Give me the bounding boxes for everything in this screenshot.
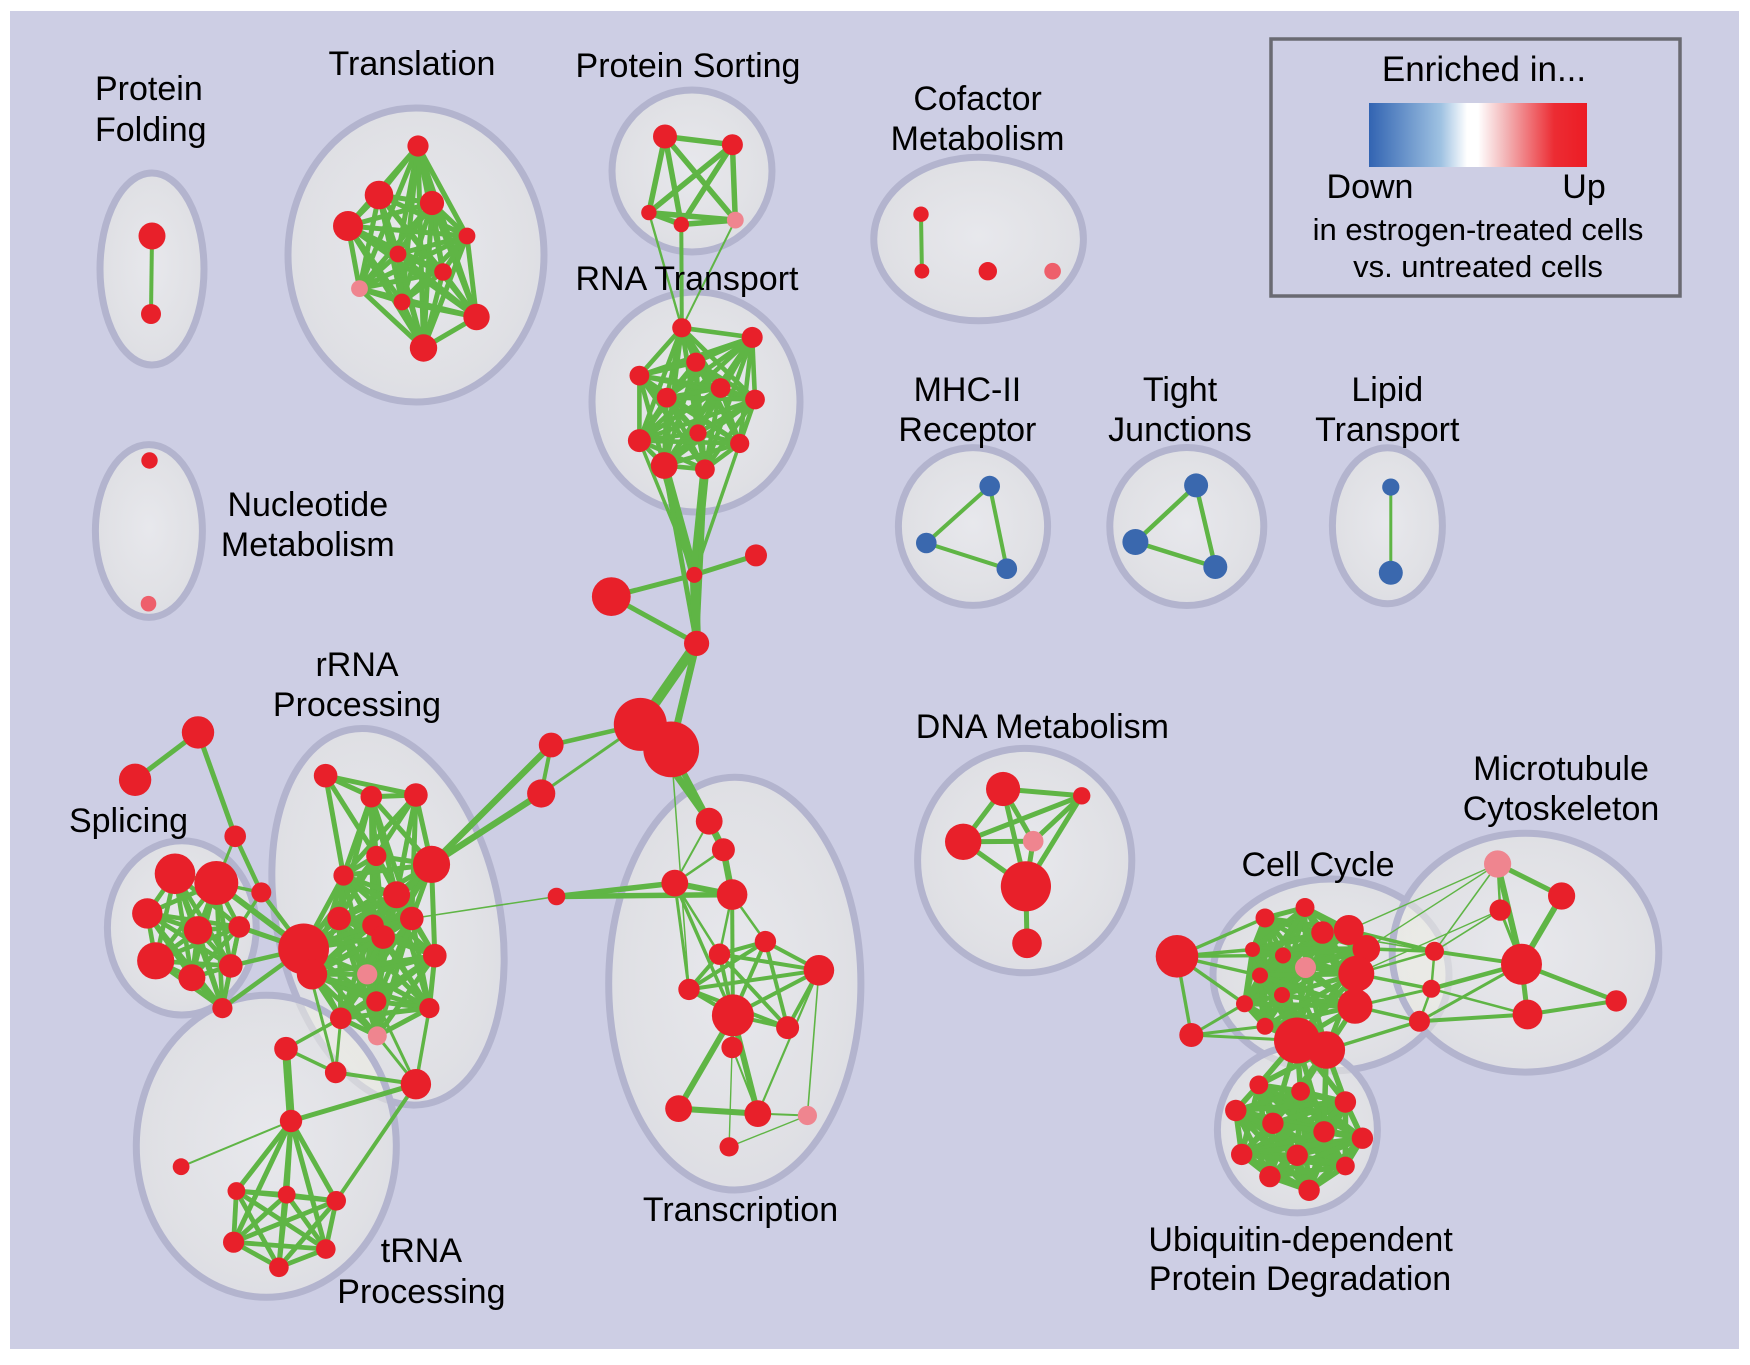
svg-text:Down: Down [1327, 168, 1414, 206]
svg-text:Protein Sorting: Protein Sorting [576, 47, 801, 85]
svg-text:Receptor: Receptor [898, 411, 1036, 449]
svg-text:Metabolism: Metabolism [221, 526, 395, 564]
svg-text:Folding: Folding [95, 111, 207, 149]
svg-text:Transcription: Transcription [643, 1191, 838, 1229]
svg-text:Cytoskeleton: Cytoskeleton [1463, 790, 1660, 828]
svg-text:Tight: Tight [1143, 371, 1218, 409]
svg-text:Translation: Translation [329, 45, 496, 83]
svg-text:Protein Degradation: Protein Degradation [1149, 1260, 1451, 1298]
svg-text:vs. untreated cells: vs. untreated cells [1353, 249, 1603, 284]
svg-text:RNA Transport: RNA Transport [576, 260, 800, 298]
svg-text:Processing: Processing [273, 686, 441, 724]
svg-text:Nucleotide: Nucleotide [227, 486, 388, 524]
svg-text:Lipid: Lipid [1351, 371, 1423, 409]
svg-text:Transport: Transport [1315, 411, 1460, 449]
svg-text:Metabolism: Metabolism [891, 120, 1065, 158]
svg-text:Protein: Protein [95, 70, 203, 108]
svg-text:rRNA: rRNA [315, 646, 398, 684]
svg-text:Ubiquitin-dependent: Ubiquitin-dependent [1148, 1221, 1453, 1259]
svg-text:Junctions: Junctions [1108, 411, 1252, 449]
svg-text:Splicing: Splicing [69, 802, 188, 840]
svg-text:Enriched in...: Enriched in... [1382, 50, 1586, 89]
svg-text:DNA Metabolism: DNA Metabolism [916, 708, 1169, 746]
svg-text:Cofactor: Cofactor [913, 80, 1042, 118]
svg-text:MHC-II: MHC-II [914, 371, 1022, 409]
svg-text:Processing: Processing [337, 1273, 505, 1311]
svg-text:tRNA: tRNA [381, 1232, 463, 1270]
svg-text:Cell Cycle: Cell Cycle [1241, 846, 1394, 884]
svg-text:Microtubule: Microtubule [1473, 750, 1649, 788]
svg-text:in estrogen-treated cells: in estrogen-treated cells [1313, 212, 1644, 247]
svg-text:Up: Up [1562, 168, 1605, 206]
